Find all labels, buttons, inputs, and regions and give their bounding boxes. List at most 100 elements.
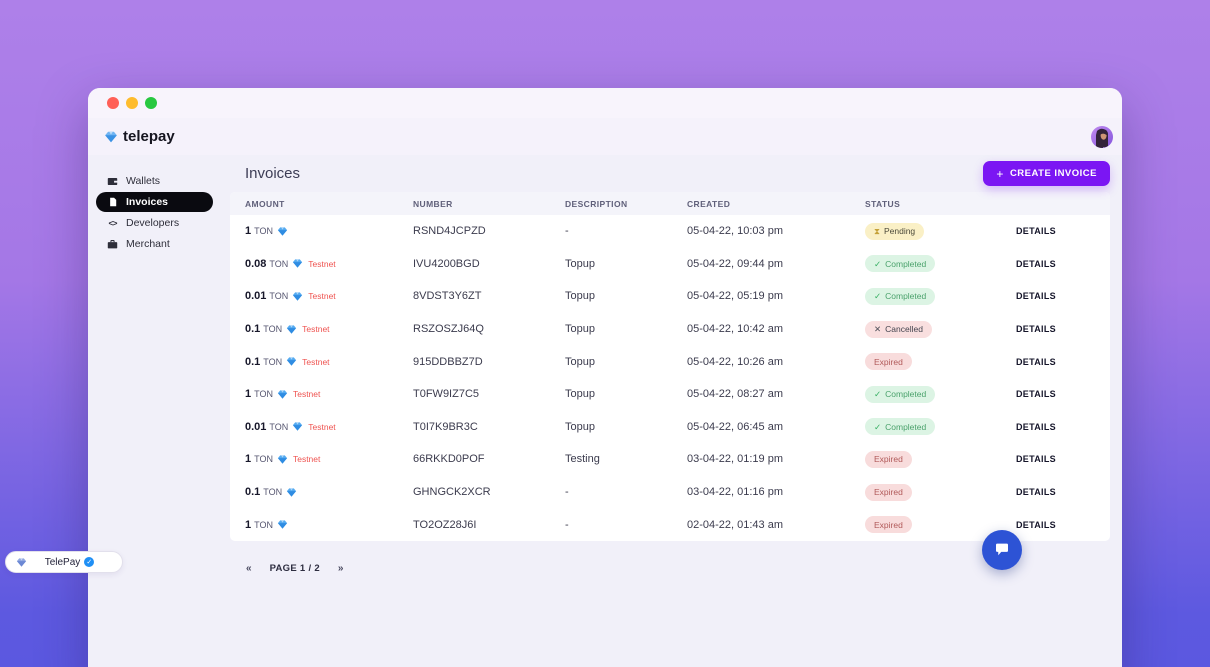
status-label: Completed	[885, 291, 927, 302]
amount-value: 0.1	[245, 323, 261, 336]
amount-unit: TON	[263, 324, 283, 335]
chat-support-button[interactable]	[982, 530, 1022, 570]
amount-cell: 1 TON	[245, 519, 413, 531]
invoice-description: -	[565, 518, 569, 531]
user-avatar[interactable]	[1091, 125, 1113, 148]
details-link[interactable]: DETAILS	[1016, 487, 1056, 498]
sidebar-item-wallets[interactable]: Wallets	[96, 171, 213, 191]
hourglass-icon: ⧗	[874, 226, 880, 237]
amount-cell: 0.01 TON Testnet	[245, 421, 413, 433]
plus-icon: +	[996, 166, 1004, 181]
amount-unit: TON	[254, 519, 273, 530]
invoice-created: 05-04-22, 06:45 am	[687, 420, 784, 433]
amount-cell: 0.08 TON Testnet	[245, 258, 413, 270]
invoice-description: Topup	[565, 388, 595, 401]
ton-diamond-icon	[293, 292, 303, 301]
invoice-created: 05-04-22, 10:03 pm	[687, 225, 784, 238]
invoice-row: 1 TON TO2OZ28J6I - 02-04-22, 01:43 am Ex…	[230, 508, 1110, 541]
briefcase-icon	[107, 239, 118, 250]
sidebar-item-label: Invoices	[126, 196, 169, 208]
amount-unit: TON	[254, 226, 273, 237]
details-link[interactable]: DETAILS	[1016, 421, 1056, 432]
zoom-window-button[interactable]	[145, 97, 157, 109]
next-page-button[interactable]: »	[337, 562, 344, 574]
brand-name: telepay	[123, 128, 175, 145]
invoice-created: 02-04-22, 01:43 am	[687, 518, 784, 531]
invoice-number: T0I7K9BR3C	[413, 420, 478, 433]
status-badge: ✕ Cancelled	[865, 320, 932, 338]
ton-diamond-icon	[277, 227, 288, 236]
invoices-table: AMOUNT NUMBER DESCRIPTION CREATED STATUS…	[230, 192, 1110, 541]
sidebar-item-label: Merchant	[126, 238, 170, 250]
amount-unit: TON	[254, 389, 273, 400]
minimize-window-button[interactable]	[126, 97, 138, 109]
main-content: Invoices + CREATE INVOICE AMOUNT NUMBER …	[230, 155, 1122, 574]
status-badge: ✓ Completed	[865, 255, 936, 273]
sidebar: Wallets Invoices <> Developers Merch	[88, 155, 230, 574]
avatar-image	[1096, 128, 1109, 148]
verified-check-icon: ✓	[84, 557, 95, 567]
details-link[interactable]: DETAILS	[1016, 258, 1056, 269]
status-label: Expired	[874, 454, 903, 465]
status-label: Expired	[874, 487, 903, 498]
wallet-icon	[107, 176, 118, 187]
amount-cell: 1 TON	[245, 225, 413, 237]
invoice-icon	[107, 197, 118, 208]
invoice-number: RSZOSZJ64Q	[413, 323, 484, 336]
check-icon: ✓	[874, 258, 882, 269]
invoice-description: Topup	[565, 420, 595, 433]
details-link[interactable]: DETAILS	[1016, 356, 1056, 367]
invoice-row: 0.1 TON Testnet 915DDBBZ7D Topup 05-04-2…	[230, 345, 1110, 378]
invoice-created: 05-04-22, 08:27 am	[687, 388, 784, 401]
sidebar-item-merchant[interactable]: Merchant	[96, 234, 213, 254]
status-label: Pending	[883, 226, 916, 237]
sidebar-item-invoices[interactable]: Invoices	[96, 192, 213, 212]
invoice-number: RSND4JCPZD	[413, 225, 486, 238]
status-badge: ⧗ Pending	[865, 222, 925, 240]
ton-diamond-icon	[16, 557, 27, 567]
check-icon: ✓	[874, 291, 882, 302]
ton-diamond-icon	[287, 324, 297, 334]
details-link[interactable]: DETAILS	[1016, 324, 1056, 335]
details-link[interactable]: DETAILS	[1016, 454, 1056, 465]
invoice-created: 03-04-22, 01:16 pm	[687, 486, 784, 499]
invoice-description: -	[565, 225, 569, 238]
amount-value: 0.01	[245, 290, 267, 303]
invoice-number: TO2OZ28J6I	[413, 518, 477, 531]
sidebar-item-label: Developers	[126, 217, 180, 229]
invoice-description: Topup	[565, 323, 595, 336]
create-invoice-button[interactable]: + CREATE INVOICE	[983, 161, 1110, 186]
testnet-label: Testnet	[308, 421, 336, 432]
details-link[interactable]: DETAILS	[1016, 226, 1056, 237]
status-badge: ✓ Completed	[865, 385, 936, 403]
check-icon: ✓	[874, 389, 882, 400]
amount-value: 1	[245, 225, 252, 238]
window-titlebar	[88, 88, 1122, 118]
invoice-number: 8VDST3Y6ZT	[413, 290, 482, 303]
create-invoice-label: CREATE INVOICE	[1009, 168, 1097, 179]
amount-unit: TON	[263, 487, 283, 498]
status-badge: ✓ Completed	[865, 287, 936, 305]
details-link[interactable]: DETAILS	[1016, 291, 1056, 302]
amount-value: 1	[245, 388, 252, 401]
testnet-label: Testnet	[292, 454, 321, 465]
status-label: Cancelled	[885, 324, 923, 335]
sidebar-item-developers[interactable]: <> Developers	[96, 213, 213, 233]
details-link[interactable]: DETAILS	[1016, 519, 1056, 530]
close-window-button[interactable]	[107, 97, 119, 109]
status-badge: Expired	[865, 516, 912, 534]
invoice-number: IVU4200BGD	[413, 257, 480, 270]
code-icon: <>	[108, 218, 118, 228]
ton-diamond-icon	[293, 259, 303, 269]
invoice-created: 05-04-22, 09:44 pm	[687, 257, 784, 270]
details-link[interactable]: DETAILS	[1016, 389, 1056, 400]
status-badge: ✓ Completed	[865, 418, 936, 436]
ton-diamond-icon	[277, 455, 288, 464]
amount-unit: TON	[254, 454, 273, 465]
telepay-verified-badge[interactable]: TelePay ✓	[5, 551, 123, 573]
amount-cell: 1 TON Testnet	[245, 453, 413, 465]
app-header: telepay	[88, 118, 1122, 155]
previous-page-button[interactable]: «	[246, 562, 252, 574]
amount-value: 0.08	[245, 257, 267, 270]
